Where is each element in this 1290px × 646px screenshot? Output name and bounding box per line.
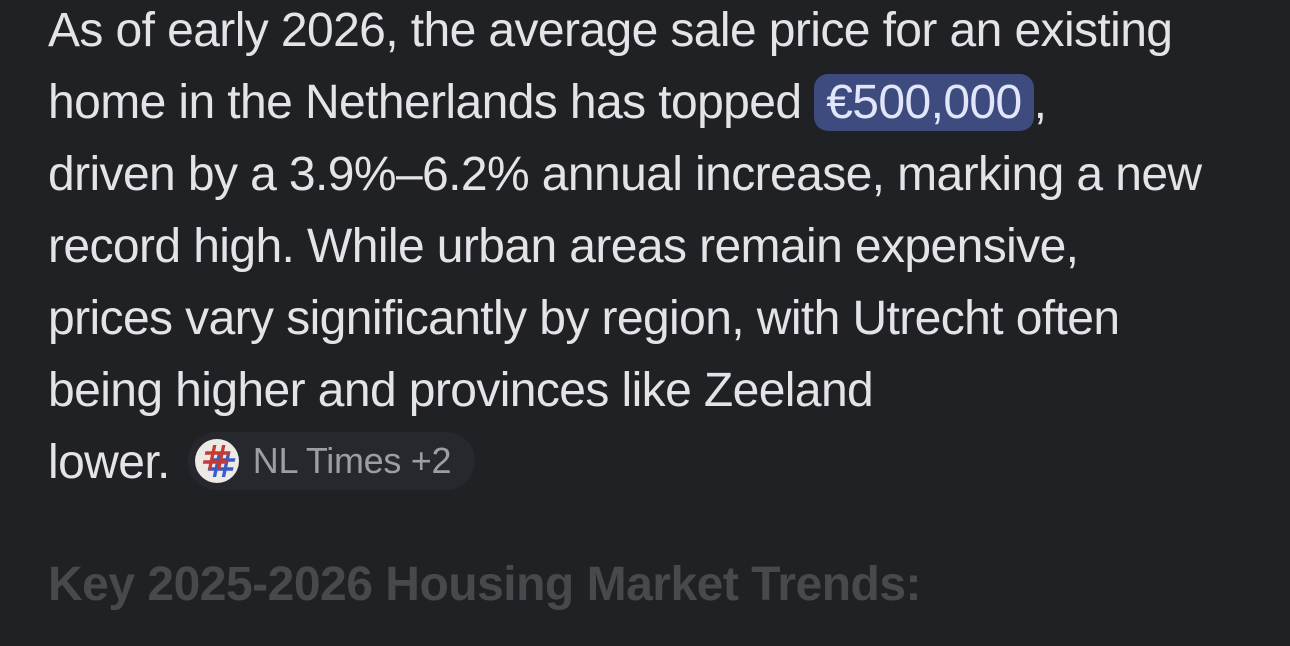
answer-line-5: prices vary significantly by region, wit… xyxy=(48,292,1120,345)
answer-line-1: As of early 2026, the average sale price… xyxy=(48,4,1173,57)
answer-line-2: home in the Netherlands has topped €500,… xyxy=(48,67,1242,139)
answer-line-7: lower. NL Times +2 xyxy=(48,427,1242,499)
answer-line-7-text: lower. xyxy=(48,436,170,489)
highlighted-price[interactable]: €500,000 xyxy=(814,74,1034,131)
answer-line-3: driven by a 3.9%–6.2% annual increase, m… xyxy=(48,148,1202,201)
citation-chip[interactable]: NL Times +2 xyxy=(187,432,476,491)
nl-times-icon xyxy=(194,439,239,484)
answer-line-2-text: home in the Netherlands has topped xyxy=(48,76,815,129)
citation-chip-label: NL Times +2 xyxy=(252,440,452,482)
answer-paragraph: As of early 2026, the average sale price… xyxy=(48,0,1242,499)
answer-line-4: record high. While urban areas remain ex… xyxy=(48,220,1079,273)
answer-line-6: being higher and provinces like Zeeland xyxy=(48,364,874,417)
section-heading: Key 2025-2026 Housing Market Trends: xyxy=(48,558,922,611)
answer-line-2-comma: , xyxy=(1033,76,1047,129)
